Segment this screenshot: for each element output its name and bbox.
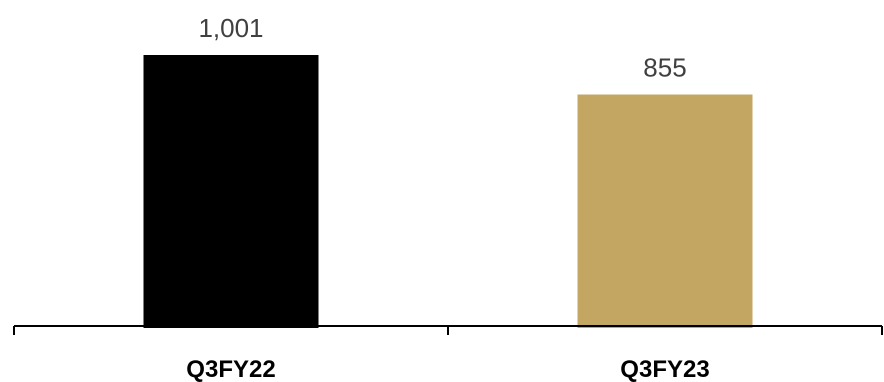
value-label-q3fy23: 855	[643, 53, 686, 83]
category-labels-layer: Q3FY22 Q3FY23	[186, 356, 709, 382]
value-labels-layer: 1,001 855	[198, 13, 686, 83]
x-axis-ticks	[13, 326, 883, 335]
bars-layer	[143, 55, 753, 328]
category-label-q3fy22: Q3FY22	[186, 356, 275, 382]
category-label-q3fy23: Q3FY23	[620, 356, 709, 382]
bar-q3fy22	[143, 55, 319, 328]
value-label-q3fy22: 1,001	[198, 13, 263, 43]
bar-q3fy23	[577, 94, 753, 328]
